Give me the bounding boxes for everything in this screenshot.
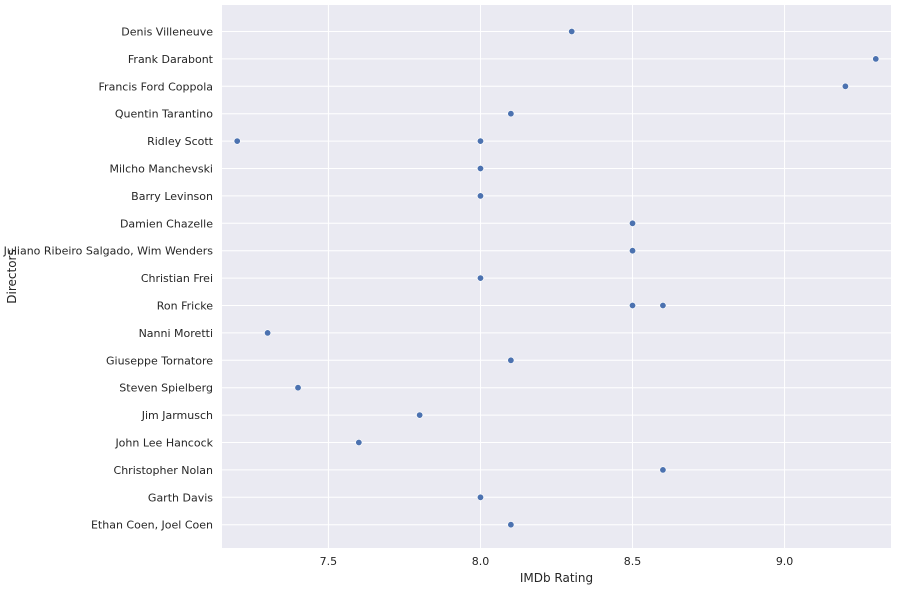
y-tick-labels: Denis Villeneuve Frank Darabont Francis Fo… <box>3 26 214 532</box>
data-point <box>476 493 484 501</box>
y-tick-label: Garth Davis <box>148 491 213 504</box>
y-tick-label: John Lee Hancock <box>114 437 213 450</box>
data-point <box>629 247 637 255</box>
data-point <box>233 137 241 145</box>
x-tick-label: 9.0 <box>776 555 794 568</box>
data-point <box>416 411 424 419</box>
y-tick-label: Steven Spielberg <box>119 382 213 395</box>
data-point <box>872 55 880 63</box>
data-point <box>355 438 363 446</box>
data-point <box>629 301 637 309</box>
data-point <box>476 137 484 145</box>
data-points <box>233 27 880 529</box>
y-tick-label: Ridley Scott <box>147 135 214 148</box>
data-point <box>507 110 515 118</box>
data-point <box>659 301 667 309</box>
y-tick-label: Giuseppe Tornatore <box>106 354 213 367</box>
y-tick-label: Quentin Tarantino <box>115 108 213 121</box>
y-tick-label: Milcho Manchevski <box>109 163 213 176</box>
data-point <box>294 384 302 392</box>
data-point <box>476 192 484 200</box>
y-gridlines <box>222 31 891 526</box>
data-point <box>629 219 637 227</box>
data-point <box>507 521 515 529</box>
x-tick-label: 7.5 <box>320 555 338 568</box>
y-tick-label: Ron Fricke <box>157 300 213 313</box>
x-axis-title: IMDb Rating <box>520 571 593 585</box>
x-tick-label: 8.5 <box>624 555 642 568</box>
data-point <box>476 274 484 282</box>
y-tick-label: Barry Levinson <box>131 190 213 203</box>
y-tick-label: Juliano Ribeiro Salgado, Wim Wenders <box>3 245 214 258</box>
data-point <box>507 356 515 364</box>
plot-background <box>222 5 891 548</box>
data-point <box>659 466 667 474</box>
y-tick-label: Christian Frei <box>141 272 213 285</box>
y-tick-label: Frank Darabont <box>128 53 214 66</box>
y-tick-label: Francis Ford Coppola <box>99 80 213 93</box>
data-point <box>476 165 484 173</box>
data-point <box>264 329 272 337</box>
y-tick-label: Nanni Moretti <box>139 327 213 340</box>
y-axis-title: Directors <box>5 249 19 303</box>
y-tick-label: Ethan Coen, Joel Coen <box>91 519 213 532</box>
y-tick-label: Jim Jarmusch <box>141 409 213 422</box>
x-tick-labels: 7.5 8.0 8.5 9.0 <box>320 555 794 568</box>
y-tick-label: Christopher Nolan <box>114 464 214 477</box>
x-tick-label: 8.0 <box>472 555 490 568</box>
data-point <box>568 27 576 35</box>
data-point <box>841 82 849 90</box>
y-tick-label: Damien Chazelle <box>120 217 213 230</box>
y-tick-label: Denis Villeneuve <box>121 26 213 39</box>
